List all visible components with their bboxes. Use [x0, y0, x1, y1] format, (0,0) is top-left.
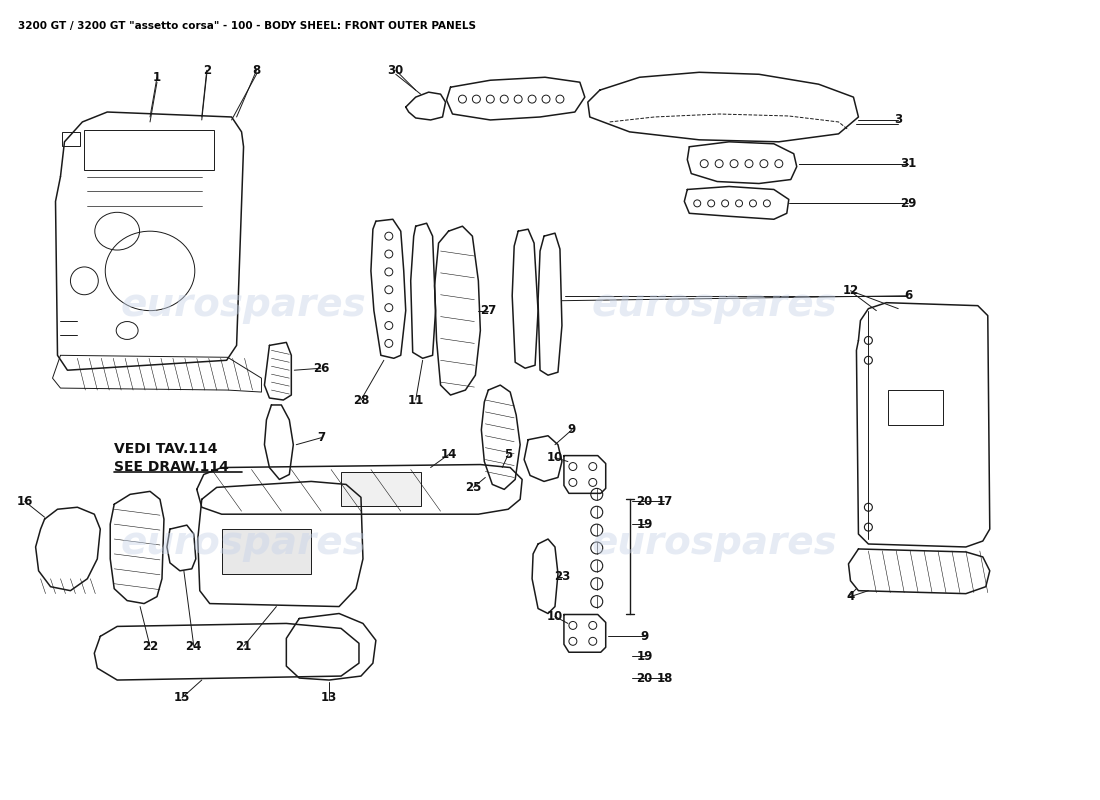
Text: eurospares: eurospares [592, 524, 837, 562]
Text: VEDI TAV.114
SEE DRAW.114: VEDI TAV.114 SEE DRAW.114 [114, 442, 229, 474]
Circle shape [730, 160, 738, 168]
Circle shape [591, 596, 603, 607]
Text: 25: 25 [465, 481, 482, 494]
Text: 10: 10 [547, 451, 563, 464]
Circle shape [588, 478, 597, 486]
Text: 6: 6 [904, 290, 912, 302]
Text: 3: 3 [894, 114, 902, 126]
Text: 2: 2 [202, 64, 211, 77]
Circle shape [749, 200, 757, 207]
Circle shape [591, 506, 603, 518]
Text: 10: 10 [547, 610, 563, 623]
Circle shape [500, 95, 508, 103]
Text: 1: 1 [153, 70, 161, 84]
Text: 23: 23 [553, 570, 570, 583]
Circle shape [385, 286, 393, 294]
Circle shape [736, 200, 743, 207]
Circle shape [591, 524, 603, 536]
Circle shape [588, 622, 597, 630]
Circle shape [569, 638, 576, 646]
Text: eurospares: eurospares [592, 286, 837, 324]
Circle shape [385, 250, 393, 258]
Text: 13: 13 [321, 691, 338, 705]
Bar [63, 132, 80, 146]
Circle shape [385, 268, 393, 276]
Text: 5: 5 [504, 448, 513, 461]
Circle shape [569, 462, 576, 470]
Circle shape [588, 638, 597, 646]
Circle shape [591, 488, 603, 500]
Circle shape [694, 200, 701, 207]
Text: eurospares: eurospares [121, 286, 366, 324]
Circle shape [591, 542, 603, 554]
Text: 29: 29 [900, 197, 916, 210]
Circle shape [591, 560, 603, 572]
Text: 3200 GT / 3200 GT "assetto corsa" - 100 - BODY SHEEL: FRONT OUTER PANELS: 3200 GT / 3200 GT "assetto corsa" - 100 … [18, 21, 475, 30]
Text: 20: 20 [637, 494, 652, 508]
Circle shape [865, 503, 872, 511]
Circle shape [385, 339, 393, 347]
Circle shape [459, 95, 466, 103]
Circle shape [385, 322, 393, 330]
Text: 8: 8 [252, 64, 261, 77]
Circle shape [569, 478, 576, 486]
Circle shape [385, 232, 393, 240]
Circle shape [556, 95, 564, 103]
Circle shape [569, 622, 576, 630]
Text: 7: 7 [317, 431, 326, 444]
Text: 28: 28 [353, 394, 370, 406]
Circle shape [486, 95, 494, 103]
Text: 21: 21 [235, 640, 252, 653]
Circle shape [514, 95, 522, 103]
Text: 9: 9 [640, 630, 649, 643]
Text: 19: 19 [636, 518, 652, 530]
Text: 16: 16 [16, 494, 33, 508]
Text: eurospares: eurospares [121, 524, 366, 562]
Circle shape [865, 523, 872, 531]
Text: 14: 14 [440, 448, 456, 461]
Circle shape [865, 337, 872, 344]
Circle shape [591, 578, 603, 590]
Circle shape [385, 304, 393, 312]
Text: 19: 19 [636, 650, 652, 662]
Circle shape [588, 462, 597, 470]
Text: 22: 22 [142, 640, 158, 653]
Text: 27: 27 [481, 304, 496, 317]
Text: 17: 17 [657, 494, 672, 508]
Circle shape [763, 200, 770, 207]
Text: 18: 18 [657, 671, 672, 685]
Text: 31: 31 [900, 157, 916, 170]
Circle shape [701, 160, 708, 168]
Text: 12: 12 [843, 284, 859, 298]
Circle shape [722, 200, 728, 207]
Bar [889, 390, 943, 425]
Circle shape [542, 95, 550, 103]
Text: 4: 4 [846, 590, 855, 603]
Circle shape [865, 356, 872, 364]
Circle shape [774, 160, 783, 168]
Text: 24: 24 [186, 640, 202, 653]
Circle shape [760, 160, 768, 168]
Text: 20: 20 [637, 671, 652, 685]
Circle shape [745, 160, 754, 168]
Text: 11: 11 [408, 394, 424, 406]
Circle shape [472, 95, 481, 103]
Text: 26: 26 [314, 362, 329, 374]
Text: 9: 9 [568, 423, 576, 436]
Circle shape [715, 160, 723, 168]
Bar [222, 529, 311, 574]
Bar [341, 471, 420, 506]
Circle shape [528, 95, 536, 103]
Text: 30: 30 [387, 64, 404, 77]
Text: 15: 15 [174, 691, 190, 705]
Bar [85, 130, 213, 170]
Circle shape [707, 200, 715, 207]
